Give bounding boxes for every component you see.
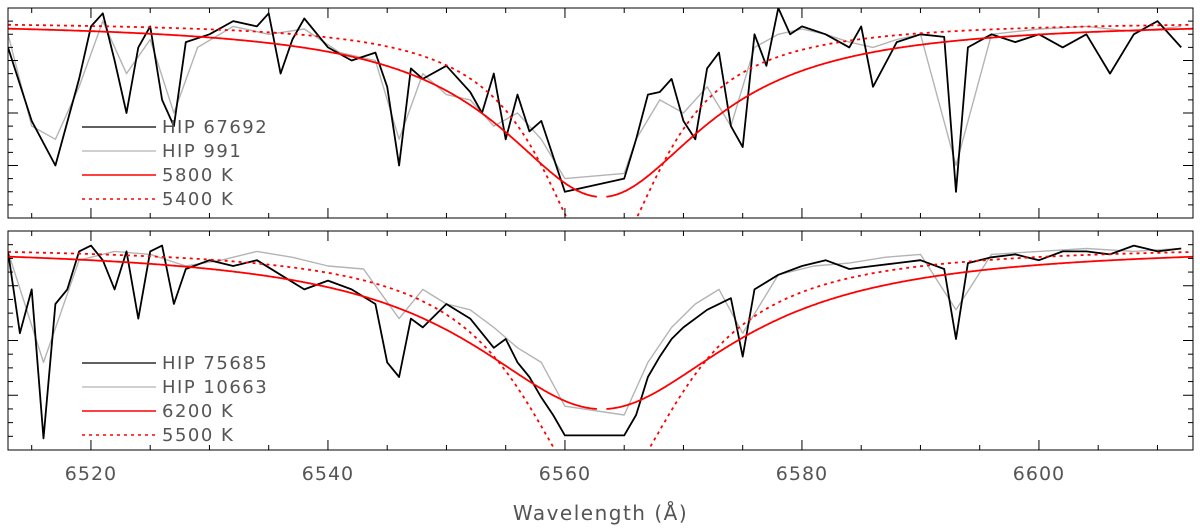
bottom-legend-item: 6200 K [82,401,234,422]
x-tick-label: 6600 [1013,463,1065,485]
bottom-legend-label: 5500 K [162,425,234,446]
x-tick-label: 6520 [65,463,117,485]
top-series-hip-67692 [8,8,1182,193]
top-model-5800-k-left [8,27,597,198]
top-legend-label: 5400 K [162,189,234,210]
top-legend-item: HIP 991 [82,141,242,162]
top-legend-item: 5800 K [82,165,234,186]
top-legend-label: HIP 991 [162,141,242,162]
x-tick-label: 6560 [539,463,591,485]
bottom-legend-item: HIP 10663 [82,377,268,398]
top-model-5800-k-right [606,27,1193,198]
x-axis-label: Wavelength (Å) [513,501,688,525]
top-frame [7,7,1194,219]
bottom-legend-item: 5500 K [82,425,234,446]
top-model-5400-k-left [8,23,568,218]
bottom-legend-label: HIP 10663 [162,377,268,398]
bottom-model-5500-k-left [8,250,557,450]
top-panel: HIP 67692 HIP 991 5800 K 5400 K [7,7,1194,219]
x-tick-label: 6540 [302,463,354,485]
x-tick-label: 6580 [776,463,828,485]
top-model-5400-k-right [635,23,1193,218]
bottom-model-5500-k-right [647,251,1193,450]
top-plot-area [8,8,1193,218]
top-legend-item: 5400 K [82,189,234,210]
top-legend-item: HIP 67692 [82,117,268,138]
bottom-panel: HIP 75685 HIP 10663 6200 K 5500 K 6520 6540 65… [7,230,1194,525]
bottom-legend-label: HIP 75685 [162,353,268,374]
top-legend-label: HIP 67692 [162,117,268,138]
bottom-legend-item: HIP 75685 [82,353,268,374]
bottom-series-hip-75685 [8,244,1182,440]
bottom-legend-label: 6200 K [162,401,234,422]
top-legend-label: 5800 K [162,165,234,186]
bottom-plot-area [8,244,1193,450]
bottom-model-6200-k-left [8,255,597,410]
bottom-model-6200-k-right [606,255,1193,410]
